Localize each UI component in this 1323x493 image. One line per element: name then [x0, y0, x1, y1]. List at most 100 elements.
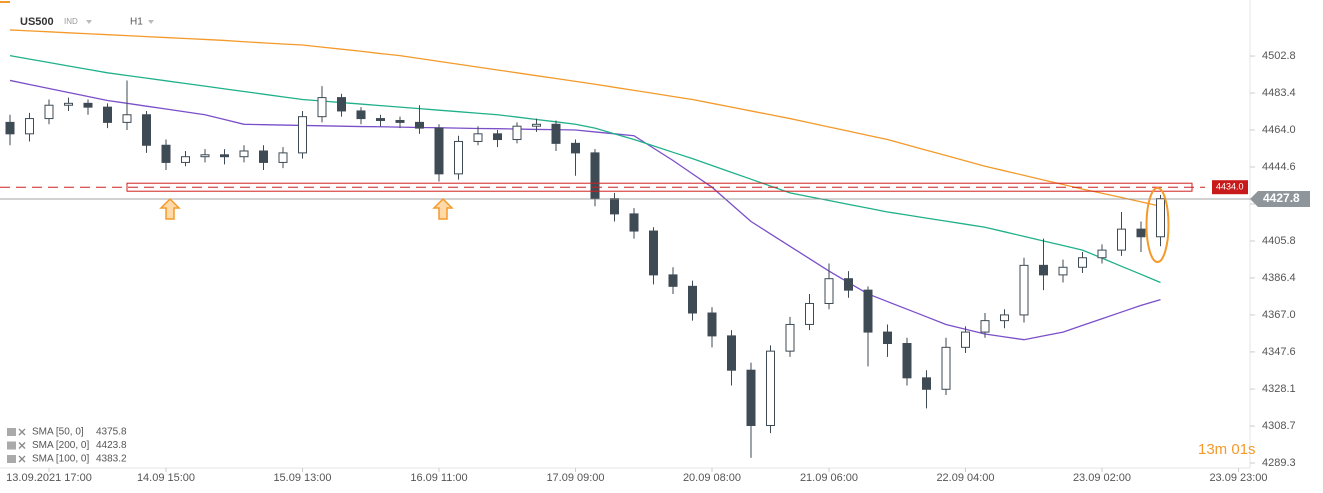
y-tick-label: 4289.3 [1262, 457, 1296, 469]
candle-body [415, 121, 424, 129]
x-tick-label: 23.09 02:00 [1073, 472, 1131, 484]
candle-body [649, 230, 658, 276]
candle-body [298, 116, 307, 154]
candle-body [1156, 198, 1165, 238]
candle-body [844, 278, 853, 291]
candle-body [259, 150, 268, 163]
y-tick-label: 4483.4 [1262, 87, 1296, 99]
y-tick-label: 4308.7 [1262, 420, 1296, 432]
candle-body [1117, 228, 1126, 251]
candle-body [64, 102, 73, 106]
candle-body [766, 350, 775, 426]
candle-body [376, 118, 385, 121]
candle-body [161, 144, 171, 163]
candle-body [5, 121, 15, 135]
support-arrow [432, 197, 454, 220]
x-tick-label: 20.09 08:00 [683, 472, 741, 484]
market: IND [64, 17, 78, 26]
candle-body [473, 133, 483, 142]
y-tick-label: 4464.0 [1262, 124, 1296, 136]
dropdown-icon[interactable] [86, 20, 92, 24]
candle-body [785, 323, 795, 352]
candle-body [44, 104, 54, 120]
candles [5, 80, 1165, 458]
x-tick-label: 14.09 15:00 [137, 472, 195, 484]
candle-body [961, 331, 970, 348]
candle-body [1136, 228, 1146, 238]
x-tick-label: 16.09 11:00 [410, 472, 467, 484]
legend-close[interactable] [18, 455, 26, 463]
y-tick-label: 4405.8 [1262, 235, 1296, 247]
legend-value: 4423.8 [96, 440, 127, 451]
level-tag [1212, 180, 1248, 195]
last-price-label: 4427.8 [1263, 191, 1300, 205]
candle-body [610, 198, 619, 215]
level-zone [126, 182, 1193, 192]
x-tick-label: 13.09.2021 17:00 [6, 472, 92, 484]
legend-name: SMA [200, 0] [32, 440, 89, 451]
dropdown-icon[interactable] [148, 20, 154, 24]
sma-line [9, 79, 1161, 341]
legend-icon [7, 441, 16, 450]
candle-body [493, 133, 502, 141]
candle-body [181, 156, 190, 163]
candle-body [532, 123, 541, 127]
level-label: 4434.0 [1216, 182, 1244, 192]
candle-body [83, 102, 93, 108]
candle-body [863, 289, 873, 333]
candle-body [103, 106, 112, 123]
indicator-lines [9, 29, 1161, 341]
legend-name: SMA [50, 0] [32, 427, 84, 438]
candle-body [688, 285, 697, 314]
candle-body [25, 118, 34, 135]
candle-body [980, 320, 990, 333]
candle-body [824, 278, 834, 304]
y-tick-label: 4502.8 [1262, 50, 1296, 62]
candle-body [142, 114, 151, 146]
legend-icon [7, 455, 16, 463]
last-price-tag [1250, 191, 1310, 208]
legend-icon [7, 428, 16, 436]
candle-body [1058, 266, 1068, 276]
symbol: US500 [20, 16, 54, 28]
candle-body [1039, 264, 1048, 276]
y-tick-label: 4444.6 [1262, 161, 1296, 173]
x-tick-label: 23.09 23:00 [1209, 472, 1267, 484]
candle-body [317, 97, 327, 118]
candle-body [337, 97, 346, 112]
candle-body [1097, 249, 1107, 259]
x-tick-label: 15.09 13:00 [273, 472, 331, 484]
candle-body [941, 346, 951, 390]
highlight-ellipse [1145, 187, 1170, 263]
candle-body [220, 154, 229, 158]
candle-body [746, 369, 756, 426]
candle-body [356, 110, 366, 120]
countdown: 13m 01s [1198, 441, 1256, 458]
sma-line [9, 55, 1161, 284]
candle-body [1019, 264, 1029, 316]
x-tick-label: 21.09 06:00 [800, 472, 858, 484]
candle-body [922, 377, 931, 390]
candle-body [571, 142, 580, 154]
y-tick-label: 4328.1 [1262, 383, 1296, 395]
candle-body [1078, 257, 1087, 268]
overlay: 4434.0 4427.8 SMA [50, 0] 4375.8 SMA [200, 0… [0, 180, 1310, 465]
candle-body [551, 123, 561, 144]
candle-body [395, 119, 405, 123]
candle-body [590, 152, 600, 200]
candle-body [434, 127, 444, 175]
candle-body [629, 213, 639, 232]
candle-body [727, 335, 736, 371]
candle-body [883, 331, 892, 345]
candle-body [1000, 314, 1009, 322]
candle-body [122, 114, 132, 123]
timeframe[interactable]: H1 [130, 17, 143, 28]
candle-body [707, 312, 717, 337]
support-arrow [159, 197, 181, 220]
y-tick-label: 4386.4 [1262, 272, 1296, 284]
legend-close[interactable] [18, 442, 26, 449]
candle-body [902, 343, 912, 379]
legend-close[interactable] [18, 428, 26, 436]
